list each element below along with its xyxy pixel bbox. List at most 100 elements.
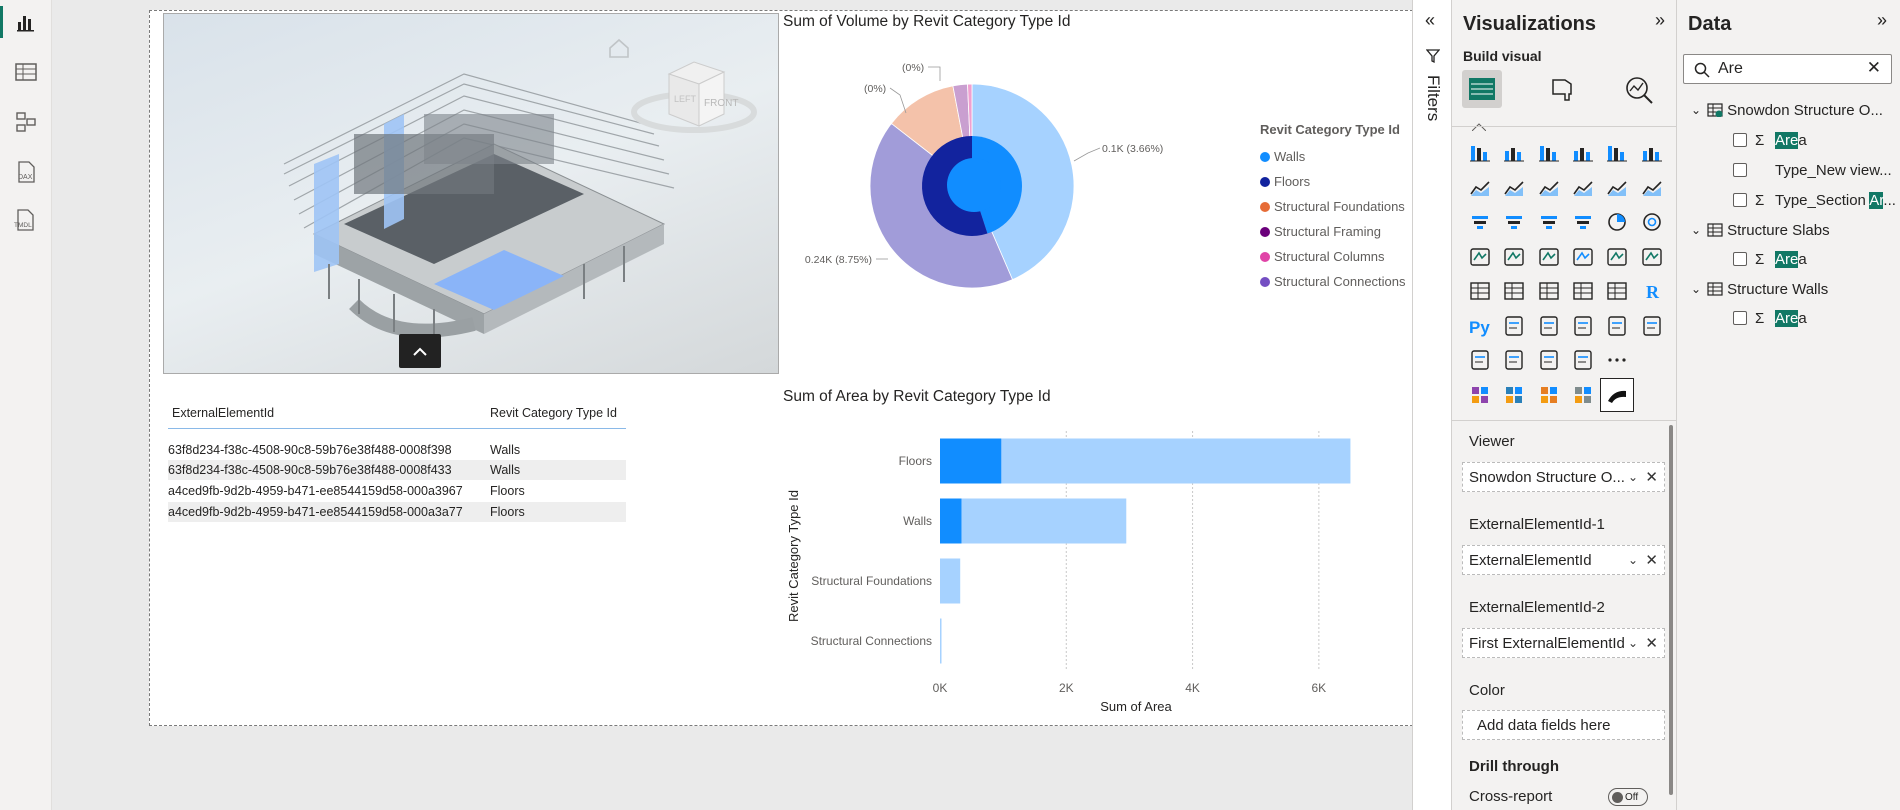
funnel-icon[interactable] [1532, 205, 1566, 240]
chevron-down-icon[interactable]: ⌄ [1691, 103, 1702, 117]
clear-search-icon[interactable]: ✕ [1866, 58, 1881, 77]
x-axis-title[interactable]: Sum of Area [1100, 699, 1172, 714]
format-visual-tab[interactable] [1547, 76, 1575, 109]
table-header-category[interactable]: Revit Category Type Id [490, 406, 617, 420]
analytics-tab[interactable] [1624, 76, 1654, 109]
line-icon[interactable] [1463, 171, 1497, 206]
power-bi-custom-1-icon[interactable] [1463, 378, 1497, 413]
legend-item[interactable]: Structural Columns [1260, 244, 1406, 269]
bar-chart-plot[interactable]: 0K 2K 4K 6K Floors Walls Structural Foundation… [780, 406, 1410, 726]
home-icon[interactable] [609, 38, 629, 58]
field-checkbox[interactable] [1733, 193, 1747, 207]
pie-leader-line[interactable] [889, 87, 907, 114]
clustered-column-icon[interactable] [1566, 136, 1600, 171]
line-column-icon[interactable] [1600, 171, 1634, 206]
power-automate-icon[interactable] [1566, 343, 1600, 378]
build-visual-tab[interactable] [1462, 70, 1502, 108]
dax-query-view-icon[interactable]: DAX [0, 150, 52, 194]
bar-total[interactable] [940, 438, 1351, 484]
power-bi-custom-2-icon[interactable] [1497, 378, 1531, 413]
legend-item[interactable]: Structural Framing [1260, 219, 1406, 244]
pie-chart-plot[interactable]: 0.1K (3.66%) 0.24K (8.75%) (0%) (0%) [780, 31, 1410, 371]
decomposition-tree-icon[interactable] [1532, 309, 1566, 344]
100-column-icon[interactable] [1634, 136, 1668, 171]
chevron-down-icon[interactable]: ⌄ [1691, 282, 1702, 296]
clustered-bar-icon[interactable] [1532, 136, 1566, 171]
multirow-card-icon[interactable] [1463, 274, 1497, 309]
report-builder-icon[interactable] [1497, 343, 1531, 378]
legend-item[interactable]: Structural Connections [1260, 269, 1406, 294]
field-checkbox[interactable] [1733, 311, 1747, 325]
viewer-field-well[interactable]: Snowdon Structure O... ⌄ ✕ [1462, 462, 1665, 492]
chevron-down-icon[interactable]: ⌄ [1627, 636, 1638, 650]
chevron-down-icon[interactable]: ⌄ [1627, 470, 1638, 484]
data-table-node[interactable]: ⌄ Structure Walls [1691, 279, 1828, 299]
remove-field-icon[interactable]: ✕ [1645, 635, 1658, 652]
pie-data-label[interactable]: 0.1K (3.66%) [1102, 143, 1163, 155]
trophy-icon[interactable] [1463, 343, 1497, 378]
externalelementid1-field-well[interactable]: ExternalElementId ⌄ ✕ [1462, 545, 1665, 575]
matrix-icon[interactable] [1600, 274, 1634, 309]
collapse-button[interactable] [399, 334, 441, 368]
pie-slice[interactable] [971, 83, 1075, 281]
card-icon[interactable] [1634, 240, 1668, 275]
stacked-area-icon[interactable] [1532, 171, 1566, 206]
data-field-node[interactable]: Σ Area [1733, 308, 1807, 328]
map-icon[interactable] [1497, 240, 1531, 275]
key-influencers-icon[interactable] [1497, 309, 1531, 344]
field-checkbox[interactable] [1733, 133, 1747, 147]
legend-item[interactable]: Walls [1260, 144, 1406, 169]
treemap-icon[interactable] [1463, 240, 1497, 275]
data-field-node[interactable]: Σ Type_Section Ar... [1733, 190, 1896, 210]
power-bi-custom-4-icon[interactable] [1566, 378, 1600, 413]
externalelementid2-field-well[interactable]: First ExternalElementId ⌄ ✕ [1462, 628, 1665, 658]
pie-chart-visual[interactable]: Sum of Volume by Revit Category Type Id … [780, 11, 1410, 371]
search-input[interactable]: Are [1718, 60, 1743, 77]
x-tick-label[interactable]: 4K [1185, 681, 1200, 695]
table-visual[interactable]: ExternalElementId Revit Category Type Id… [150, 396, 650, 522]
y-axis-title[interactable]: Revit Category Type Id [786, 490, 801, 622]
table-row[interactable]: a4ced9fb-9d2b-4959-b471-ee8544159d58-000… [168, 481, 626, 501]
field-checkbox[interactable] [1733, 163, 1747, 177]
bar-total[interactable] [940, 498, 1127, 544]
narrative-icon[interactable] [1600, 309, 1634, 344]
collapse-chevron-icon[interactable]: » [1655, 10, 1666, 30]
r-visual-icon[interactable]: R [1634, 274, 1668, 309]
paginated-icon[interactable] [1634, 309, 1668, 344]
y-category-label[interactable]: Floors [899, 454, 932, 468]
stacked-bar-icon[interactable] [1463, 136, 1497, 171]
data-field-node[interactable]: Σ Area [1733, 249, 1807, 269]
data-search-box[interactable]: Are ✕ [1683, 54, 1892, 84]
legend-item[interactable]: Structural Foundations [1260, 194, 1406, 219]
donut-icon[interactable] [1634, 205, 1668, 240]
bar-chart-visual[interactable]: Sum of Area by Revit Category Type Id 0K… [780, 386, 1410, 726]
ribbon-icon[interactable] [1463, 205, 1497, 240]
table-row[interactable]: a4ced9fb-9d2b-4959-b471-ee8544159d58-000… [168, 502, 626, 522]
data-field-node[interactable]: Σ Area [1733, 130, 1807, 150]
y-category-label[interactable]: Structural Connections [811, 634, 932, 648]
gauge-icon[interactable] [1600, 240, 1634, 275]
color-field-well[interactable]: Add data fields here [1462, 710, 1665, 740]
y-category-label[interactable]: Walls [903, 514, 932, 528]
pie-data-label[interactable]: (0%) [902, 62, 924, 74]
filled-map-icon[interactable] [1532, 240, 1566, 275]
bar-highlighted[interactable] [940, 498, 962, 544]
scatter-icon[interactable] [1566, 205, 1600, 240]
tmdl-view-icon[interactable]: TMDL [0, 198, 52, 242]
stacked-column-icon[interactable] [1497, 136, 1531, 171]
pie-highlight-core[interactable] [947, 158, 1001, 212]
more-icon[interactable] [1600, 343, 1634, 378]
remove-field-icon[interactable]: ✕ [1645, 469, 1658, 486]
field-checkbox[interactable] [1733, 252, 1747, 266]
3d-viewer-icon[interactable] [1600, 377, 1635, 412]
pane-scrollbar[interactable] [1669, 425, 1673, 795]
table-row[interactable]: 63f8d234-f38c-4508-90c8-59b76e38f488-000… [168, 460, 626, 480]
power-apps-icon[interactable] [1532, 343, 1566, 378]
cross-report-toggle[interactable]: Off [1608, 788, 1648, 806]
y-category-label[interactable]: Structural Foundations [811, 574, 932, 588]
x-tick-label[interactable]: 0K [933, 681, 948, 695]
kpi-icon[interactable] [1497, 274, 1531, 309]
waterfall-icon[interactable] [1497, 205, 1531, 240]
bar-total[interactable] [940, 558, 961, 604]
x-tick-label[interactable]: 6K [1312, 681, 1327, 695]
